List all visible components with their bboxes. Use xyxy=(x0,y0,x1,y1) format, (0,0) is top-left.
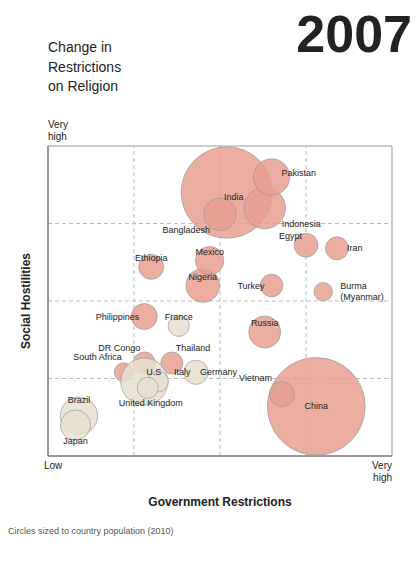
svg-text:Egypt: Egypt xyxy=(279,231,303,241)
svg-text:Ethiopia: Ethiopia xyxy=(135,253,168,263)
svg-text:Italy: Italy xyxy=(174,367,191,377)
svg-text:Indonesia: Indonesia xyxy=(282,219,321,229)
svg-text:India: India xyxy=(224,192,244,202)
svg-text:Government Restrictions: Government Restrictions xyxy=(148,495,292,509)
svg-text:Burma(Myanmar): Burma(Myanmar) xyxy=(340,281,384,302)
svg-text:Brazil: Brazil xyxy=(68,395,91,405)
svg-text:Germany: Germany xyxy=(200,367,238,377)
svg-text:Turkey: Turkey xyxy=(237,281,265,291)
svg-text:Bangladesh: Bangladesh xyxy=(162,225,210,235)
html-text:Low: Low xyxy=(44,460,63,471)
svg-text:Pakistan: Pakistan xyxy=(282,168,317,178)
html-text:Very high: Very high xyxy=(48,119,68,142)
html-text:2007: 2007 xyxy=(296,5,412,63)
svg-text:Japan: Japan xyxy=(63,436,88,446)
html-text:Very high: Very high xyxy=(372,460,392,483)
svg-text:Philippines: Philippines xyxy=(96,312,140,322)
svg-text:Thailand: Thailand xyxy=(176,343,211,353)
svg-text:China: China xyxy=(305,401,329,411)
svg-text:U.S: U.S xyxy=(146,367,161,377)
svg-text:DR Congo: DR Congo xyxy=(98,343,141,353)
svg-text:Iran: Iran xyxy=(347,243,363,253)
svg-text:Nigeria: Nigeria xyxy=(189,272,218,282)
svg-text:Vietnam: Vietnam xyxy=(239,373,272,383)
svg-text:Russia: Russia xyxy=(251,318,279,328)
svg-text:France: France xyxy=(165,312,193,322)
svg-text:United Kingdom: United Kingdom xyxy=(119,398,183,408)
svg-text:South Africa: South Africa xyxy=(73,352,122,362)
svg-text:Mexico: Mexico xyxy=(195,247,224,257)
svg-text:Social Hostilities: Social Hostilities xyxy=(19,253,33,349)
html-text:Change in Restrictions on Reli: Change in Restrictions on Religion xyxy=(48,39,122,95)
html-text:Circles sized to country popul: Circles sized to country population (201… xyxy=(8,526,174,536)
